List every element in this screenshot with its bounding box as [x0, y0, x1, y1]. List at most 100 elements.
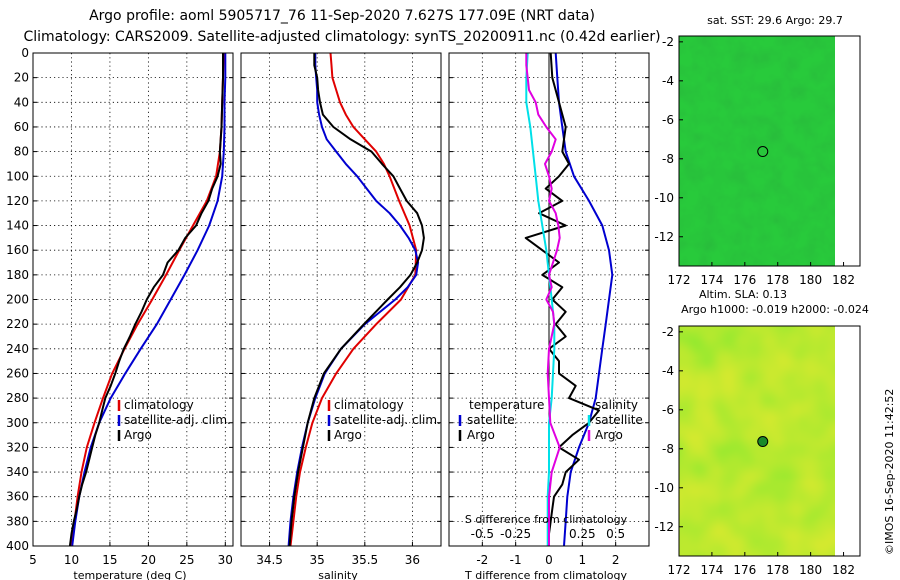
lon-tick-label: 172: [668, 273, 691, 287]
t-difference-label: T difference from climatology: [464, 569, 627, 580]
difference-legend-temperature: temperature satellite Argo: [458, 398, 544, 442]
depth-tick-label: 340: [6, 465, 29, 479]
s-tick-label: 0.25: [569, 527, 596, 541]
difference-axes-frame: [448, 52, 650, 547]
legend-title-temperature: temperature: [469, 398, 544, 412]
lat-tick-label: -8: [662, 152, 674, 166]
series-line-temperature-argo: [524, 53, 600, 546]
s-tick-label: -0.5: [471, 527, 494, 541]
depth-tick-labels: 0 20 40 60 80 100 120 140 160 180 200 220 240 260 280 3…: [6, 46, 29, 553]
x-tick-label: 15: [102, 553, 117, 567]
depth-tick-label: 100: [6, 169, 29, 183]
sst-field-texture: [679, 36, 835, 266]
temperature-tick-labels: 5 10 15 20 25 30: [29, 553, 233, 567]
salinity-panel: 34.5 35 35.5 36 salinity climatology satell…: [240, 52, 442, 580]
depth-tick-label: 280: [6, 391, 29, 405]
salinity-legend: climatology satellite-adj. clim. Argo: [327, 398, 441, 442]
s-tick-label: 0.5: [606, 527, 625, 541]
series-line-salinity-satellite: [525, 53, 556, 546]
legend-label-salinity-argo: Argo: [595, 428, 623, 442]
legend-label-argo: Argo: [334, 428, 362, 442]
lon-tick-label: 182: [832, 273, 855, 287]
depth-tick-label: 180: [6, 268, 29, 282]
x-tick-label: 0: [545, 553, 553, 567]
temperature-legend: climatology satellite-adj. clim. Argo: [117, 398, 231, 442]
x-tick-label: 2: [612, 553, 620, 567]
legend-title-salinity: salinity: [595, 398, 638, 412]
lat-tick-label: -12: [654, 230, 674, 244]
difference-grid: [449, 52, 649, 547]
legend-label-argo: Argo: [124, 428, 152, 442]
difference-panel: -2 -1 0 1 2 -0.5 -0.25 0.25 0.5 S difference fr…: [448, 52, 650, 580]
legend-label-temperature-satellite: satellite: [467, 413, 515, 427]
salinity-difference-tick-labels: -0.5 -0.25 0.25 0.5: [471, 527, 626, 541]
lon-tick-label: 180: [799, 273, 822, 287]
lat-tick-label: -2: [662, 325, 674, 339]
depth-tick-label: 200: [6, 293, 29, 307]
series-line-climatology: [289, 53, 418, 546]
depth-tick-label: 220: [6, 317, 29, 331]
legend-label-climatology: climatology: [124, 398, 194, 412]
lat-tick-label: -10: [654, 191, 674, 205]
x-tick-label: 35.5: [351, 553, 378, 567]
figure-title-line2: Climatology: CARS2009. Satellite-adjuste…: [23, 29, 660, 45]
x-tick-label: 10: [64, 553, 79, 567]
depth-tick-label: 80: [14, 145, 29, 159]
lat-tick-label: -10: [654, 481, 674, 495]
difference-tick-labels: -2 -1 0 1 2: [476, 553, 619, 567]
sla-map-float-marker: [757, 436, 769, 448]
depth-tick-label: 60: [14, 120, 29, 134]
lon-tick-label: 174: [700, 273, 723, 287]
depth-tick-label: 360: [6, 490, 29, 504]
temperature-axes-frame: [32, 52, 234, 547]
x-tick-label: 35: [310, 553, 325, 567]
lon-tick-label: 178: [766, 563, 789, 577]
difference-legend-salinity: salinity satellite Argo: [587, 398, 643, 442]
difference-profiles: [524, 53, 614, 546]
temperature-profiles: [68, 53, 227, 546]
float-position-marker: [757, 146, 769, 158]
sla-map-title: Altim. SLA: 0.13: [699, 288, 787, 301]
legend-label-satellite-adj: satellite-adj. clim.: [334, 413, 441, 427]
lon-tick-label: 176: [733, 273, 756, 287]
x-tick-label: 20: [141, 553, 156, 567]
series-line-argo: [68, 53, 224, 546]
legend-label-temperature-argo: Argo: [467, 428, 495, 442]
x-tick-label: 25: [179, 553, 194, 567]
legend-label-satellite-adj: satellite-adj. clim.: [124, 413, 231, 427]
temperature-xlabel: temperature (deg C): [73, 569, 186, 580]
depth-tick-label: 260: [6, 366, 29, 380]
depth-tick-label: 20: [14, 71, 29, 85]
legend-label-climatology: climatology: [334, 398, 404, 412]
lon-tick-label: 172: [668, 563, 691, 577]
x-tick-label: 34.5: [256, 553, 283, 567]
sla-map-panel: Altim. SLA: 0.13 Argo h1000: -0.019 h200…: [654, 288, 869, 577]
depth-tick-label: 0: [21, 46, 29, 60]
lon-tick-label: 178: [766, 273, 789, 287]
lat-tick-label: -6: [662, 113, 674, 127]
sla-map-lon-ticks: 172 174 176 178 180 182: [668, 552, 855, 577]
lon-tick-label: 176: [733, 563, 756, 577]
lat-tick-label: -4: [662, 74, 674, 88]
depth-tick-label: 320: [6, 440, 29, 454]
sst-map-panel: sat. SST: 29.6 Argo: 29.7 -2 -4 -6 -8 -10 -12…: [654, 14, 861, 287]
temperature-grid: [32, 52, 233, 547]
series-line-salinity-argo: [525, 53, 561, 546]
depth-tick-label: 380: [6, 514, 29, 528]
depth-tick-label: 400: [6, 539, 29, 553]
salinity-profiles: [287, 53, 425, 546]
x-tick-label: 30: [218, 553, 233, 567]
lon-tick-label: 174: [700, 563, 723, 577]
series-line-argo: [288, 53, 425, 546]
sst-map-frame: [678, 35, 861, 267]
lat-tick-label: -4: [662, 364, 674, 378]
sst-map-title: sat. SST: 29.6 Argo: 29.7: [707, 14, 843, 27]
x-tick-label: -1: [510, 553, 522, 567]
sla-map-lat-ticks: -2 -4 -6 -8 -10 -12: [654, 325, 683, 534]
lat-tick-label: -6: [662, 403, 674, 417]
sla-map-frame: [678, 325, 861, 557]
salinity-grid: [241, 52, 441, 547]
depth-tick-label: 240: [6, 342, 29, 356]
lat-tick-label: -12: [654, 520, 674, 534]
